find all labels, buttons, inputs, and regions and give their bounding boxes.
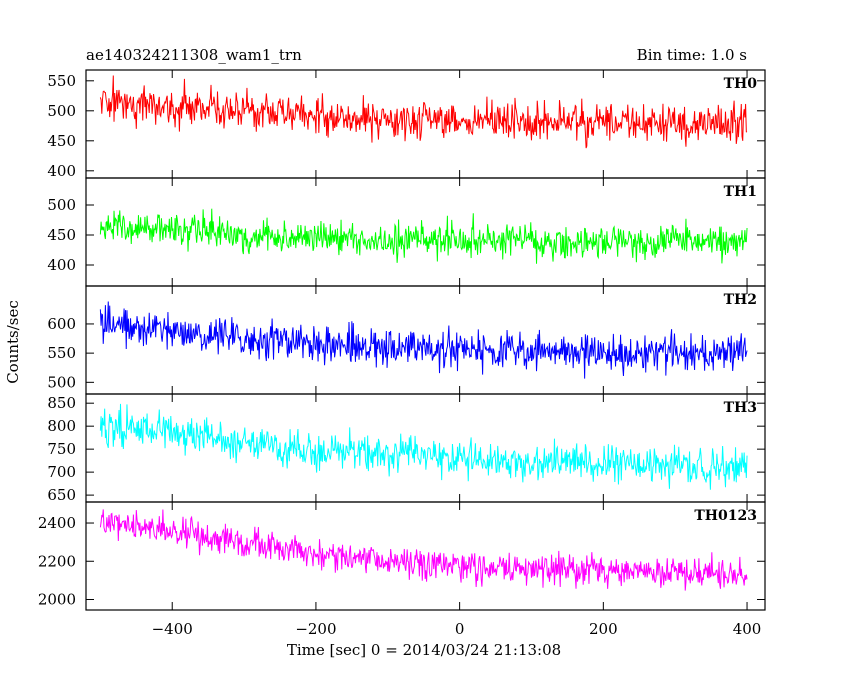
y-tick-label: 400	[47, 162, 76, 180]
y-tick-label: 500	[47, 102, 76, 120]
panel-label: TH1	[724, 184, 757, 200]
x-tick-label: 400	[733, 620, 762, 638]
y-tick-label: 450	[47, 132, 76, 150]
y-tick-label: 550	[47, 72, 76, 90]
x-tick-label: 0	[455, 620, 465, 638]
panel-th0123: 2000 2200 2400 TH0123	[38, 501, 766, 611]
x-tick-label: 200	[589, 620, 618, 638]
panel-label: TH2	[724, 292, 757, 308]
y-tick-label: 450	[47, 226, 76, 244]
y-tick-label: 600	[47, 315, 76, 333]
x-tick-label: −200	[295, 620, 336, 638]
series-th0123	[99, 509, 748, 591]
chart-title-right: Bin time: 1.0 s	[637, 46, 747, 64]
series-th3	[99, 403, 748, 490]
y-tick-label: 400	[47, 256, 76, 274]
panel-frame	[85, 501, 766, 611]
y-tick-label: 500	[47, 373, 76, 391]
x-axis-label: Time [sec] 0 = 2014/03/24 21:13:08	[287, 641, 561, 659]
panel-th1: 400 450 500 TH1	[47, 177, 766, 287]
panel-label: TH0123	[694, 508, 757, 524]
y-tick-label: 650	[47, 486, 76, 504]
series-th1	[99, 208, 748, 264]
panel-label: TH0	[724, 76, 758, 92]
panel-label: TH3	[724, 400, 757, 416]
y-axis-label: Counts/sec	[4, 300, 22, 384]
y-tick-label: 850	[47, 394, 76, 412]
x-tick-label: −400	[152, 620, 193, 638]
series-th2	[99, 301, 748, 379]
series-th0	[99, 75, 748, 149]
y-tick-label: 800	[47, 417, 76, 435]
y-tick-label: 2200	[38, 552, 76, 570]
y-tick-label: 2400	[38, 514, 76, 532]
panels-layer: 400 450 500 550 TH0 400 450 500 TH1 500 550 600 TH2 6…	[38, 69, 766, 638]
y-tick-label: 550	[47, 344, 76, 362]
chart-title-left: ae140324211308_wam1_trn	[86, 46, 302, 64]
y-tick-label: 750	[47, 440, 76, 458]
y-tick-label: 500	[47, 196, 76, 214]
y-tick-label: 700	[47, 463, 76, 481]
y-tick-label: 2000	[38, 590, 76, 608]
